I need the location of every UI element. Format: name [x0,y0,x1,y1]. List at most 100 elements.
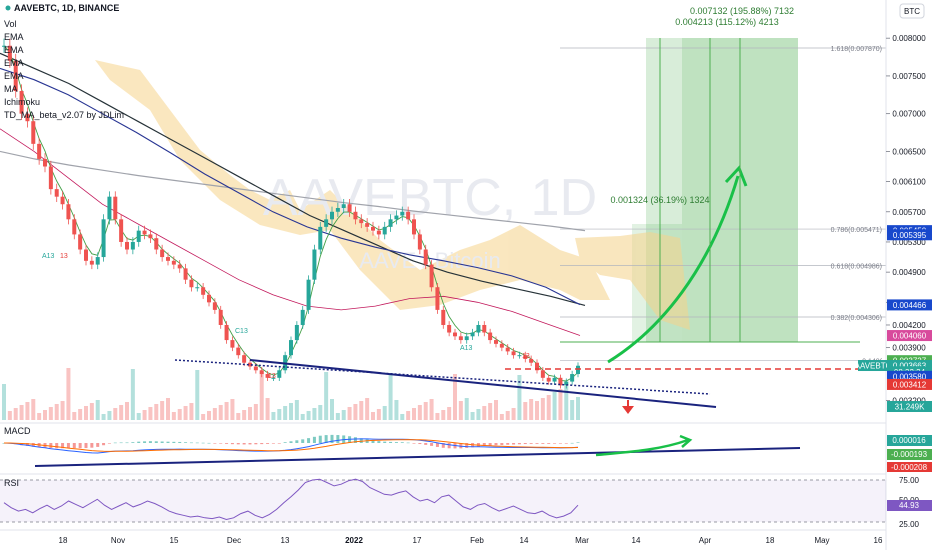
candle-body [505,347,510,352]
volume-bar [447,407,452,420]
macd-bar [66,443,70,449]
volume-bar [488,403,493,420]
volume-bar [212,408,217,420]
time-tick-label: 13 [281,536,290,545]
macd-bar [529,443,533,444]
candle-body [400,211,405,216]
macd-bar [84,443,88,449]
macd-trendline [34,447,801,467]
macd-bar [318,435,322,443]
volume-bar [324,372,329,420]
macd-bar [307,438,311,443]
candle-body [224,324,229,341]
currency-badge[interactable] [899,3,925,19]
volume-bar [89,403,94,420]
candle-body [300,309,305,325]
td-label: C13 [235,328,248,335]
candle-body [125,241,129,250]
ichimoku-cloud [95,60,690,330]
volume-bar [13,408,18,420]
price-tag-label: 0.003412 [893,380,927,389]
volume-bar [242,410,247,420]
candle-body [435,287,440,310]
candle-body [43,158,47,167]
candle-body [324,219,329,227]
volume-bar [183,406,188,420]
candle-body [529,358,534,363]
macd-bar [90,443,94,448]
legend-item: Ichimoku [4,97,40,107]
macd-bar [172,441,176,443]
price-tick-label: 0.008000 [892,34,926,43]
candle-body [259,370,264,375]
macd-bar [207,442,211,444]
legend-item: MA [4,84,18,94]
candle-body [365,223,370,227]
candle-body [265,374,270,378]
candle-body [201,287,206,295]
candle-body [177,264,182,269]
rsi-tick: 25.00 [899,520,920,529]
volume-bar [347,407,352,420]
rsi-axis: 75.00 50.00 44.93 25.00 [887,476,932,529]
volume-bar [453,374,457,420]
volume-bar [224,402,229,420]
candle-body [95,257,100,265]
volume-bar [148,407,153,420]
td-label: 13 [522,353,530,360]
volume-bar [505,411,510,420]
macd-bar [564,443,568,444]
volume-bar [523,402,528,420]
candle-body [394,215,399,220]
candle-body [130,241,135,250]
time-tick-label: Dec [227,536,241,545]
volume-bar [142,410,147,420]
candle-body [453,332,457,337]
macd-bar [523,443,527,445]
candle-body [423,249,428,265]
time-tick-label: May [814,536,829,545]
candle-body [494,340,498,344]
candle-body [166,257,170,261]
time-axis[interactable]: 18 Nov 15 Dec 13 2022 17 Feb 14 Mar 14 Apr 18 May 16 [59,536,883,545]
candle-body [359,219,364,224]
macd-bar [178,441,182,443]
time-tick-label: 18 [59,536,68,545]
candle-body [242,355,247,363]
dotted-trendline [174,359,711,395]
candle-body [89,260,94,265]
macd-bar [330,434,334,443]
macd-bar [377,441,381,443]
macd-label: MACD [4,426,31,436]
price-tick-label: 0.003900 [892,344,926,353]
volume-bar [25,402,30,420]
td-label: 13 [268,373,276,380]
price-tag-label: 0.003663 [893,362,927,371]
macd-tag-text: -0.000193 [891,450,928,459]
macd-bar [225,443,229,444]
time-tick-label: 14 [520,536,529,545]
macd-bar [389,441,393,443]
candle-body [160,249,165,258]
volume-bar [499,414,504,420]
volume-bar [388,373,393,420]
candle-body [499,343,504,348]
macd-bar [488,443,492,446]
macd-bar [312,436,316,443]
macd-bar [277,443,281,444]
volume-bar [341,410,346,420]
volume-bar [394,400,399,420]
fib-label: 0.382(0.004306) [831,315,882,322]
volume-bar [294,400,299,420]
candle-body [330,211,334,220]
volume-bar [236,413,241,420]
macd-bar [465,443,469,448]
candle-body [31,121,36,144]
macd-bar [412,443,416,444]
volume-bar [318,405,323,420]
candle-body [312,249,317,280]
candle-body [277,370,282,378]
volume-bar [300,414,305,420]
macd-bar [131,442,135,443]
